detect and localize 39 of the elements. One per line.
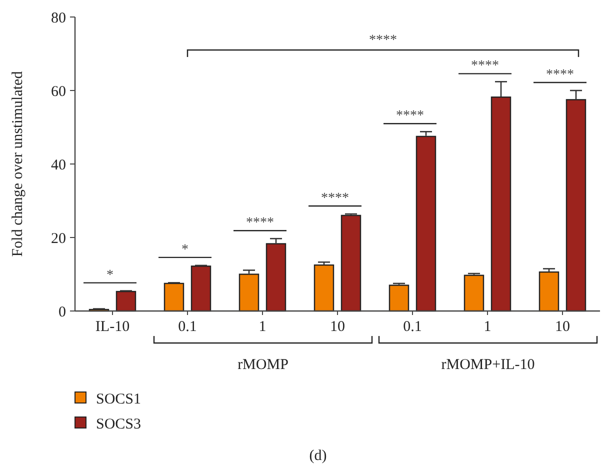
legend-label: SOCS1 — [96, 391, 142, 408]
bar — [490, 96, 512, 312]
bar — [416, 136, 436, 312]
annotation: **** — [546, 68, 574, 82]
x-tick-label: IL-10 — [95, 319, 130, 335]
bar — [266, 243, 286, 312]
bar — [164, 282, 184, 312]
y-tick-label: 60 — [51, 84, 66, 100]
bar — [190, 266, 212, 312]
x-tick-label: 10 — [330, 319, 345, 335]
x-tick-label: 1 — [484, 319, 492, 335]
bar — [388, 284, 410, 312]
text: (d) — [309, 448, 327, 464]
bar — [116, 290, 136, 312]
annotation: * — [106, 268, 114, 283]
text: rMOMP+IL-10 — [441, 357, 535, 373]
legend-label: SOCS3 — [96, 416, 142, 432]
annotation: **** — [321, 190, 349, 206]
text: rMOMP — [238, 357, 288, 373]
annotation: **** — [471, 58, 499, 74]
annotation: **** — [396, 108, 424, 124]
bar — [340, 214, 362, 312]
y-tick-label: 20 — [51, 230, 66, 247]
bar — [314, 264, 334, 312]
x-tick-label: 0.1 — [403, 319, 422, 335]
y-tick-label: 40 — [51, 157, 66, 174]
x-tick-label: 1 — [258, 319, 266, 335]
x-tick-label: 10 — [555, 319, 570, 335]
annotation: * — [182, 242, 188, 258]
bar — [566, 99, 586, 312]
y-tick-label: 80 — [51, 10, 66, 26]
y-axis-title: Fold change over unstimulated — [10, 70, 26, 257]
annotation: **** — [246, 216, 274, 231]
bar — [238, 274, 260, 312]
bar — [464, 274, 484, 312]
y-tick-label: 0 — [58, 304, 66, 320]
bar — [538, 271, 560, 312]
x-tick-label: 0.1 — [178, 319, 197, 335]
annotation: **** — [369, 33, 397, 48]
